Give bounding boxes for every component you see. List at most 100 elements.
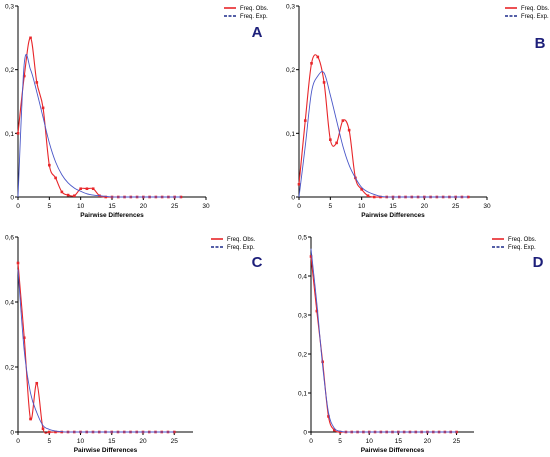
y-tick-label: 0,1 bbox=[286, 131, 295, 138]
observed-point bbox=[41, 106, 45, 110]
y-tick-label: 0,3 bbox=[298, 313, 307, 320]
y-tick-label: 0,2 bbox=[286, 67, 295, 74]
panel-letter: D bbox=[533, 254, 544, 271]
observed-point bbox=[332, 428, 336, 432]
y-tick-label: 0,2 bbox=[5, 67, 14, 74]
observed-point bbox=[54, 430, 57, 434]
observed-point bbox=[303, 119, 307, 122]
y-tick-label: 0 bbox=[10, 430, 14, 437]
observed-point bbox=[35, 381, 39, 385]
legend-label-expected: Freq. Exp. bbox=[521, 14, 549, 20]
observed-point bbox=[22, 336, 26, 340]
observed-point bbox=[316, 55, 320, 59]
observed-point bbox=[54, 176, 57, 180]
x-axis-label: Pairwise Differences bbox=[80, 212, 144, 219]
x-tick-label: 10 bbox=[77, 438, 85, 445]
observed-point bbox=[360, 188, 363, 191]
legend-label-expected: Freq. Exp. bbox=[508, 245, 536, 251]
x-tick-label: 30 bbox=[202, 203, 210, 210]
observed-series-line bbox=[17, 262, 175, 434]
x-tick-label: 5 bbox=[329, 203, 333, 210]
x-axis-label: Pairwise Differences bbox=[361, 447, 425, 454]
expected-series-line bbox=[310, 248, 457, 433]
x-tick-label: 20 bbox=[139, 438, 147, 445]
observed-point bbox=[347, 128, 351, 132]
observed-point bbox=[341, 119, 345, 122]
y-tick-label: 0 bbox=[303, 430, 307, 437]
observed-point bbox=[104, 195, 108, 199]
expected-series-line bbox=[17, 54, 181, 198]
observed-point bbox=[315, 309, 319, 313]
observed-point bbox=[322, 81, 326, 84]
observed-point bbox=[41, 427, 45, 431]
y-tick-label: 0,2 bbox=[5, 365, 14, 372]
x-tick-label: 20 bbox=[424, 438, 432, 445]
legend-label-expected: Freq. Exp. bbox=[227, 245, 255, 251]
y-tick-label: 0,1 bbox=[298, 391, 307, 398]
x-tick-label: 25 bbox=[453, 438, 461, 445]
x-tick-label: 15 bbox=[108, 438, 116, 445]
x-tick-label: 5 bbox=[48, 203, 52, 210]
observed-point bbox=[85, 187, 89, 191]
panel-letter: C bbox=[252, 254, 263, 271]
panel-letter: B bbox=[535, 35, 546, 52]
legend-label-observed: Freq. Obs. bbox=[227, 237, 256, 243]
y-tick-label: 0,2 bbox=[298, 352, 307, 359]
chart-panel-c: 0 5 10 15 20 25 0 0,2 0,4 0,6 Pairwise Differences… bbox=[5, 235, 263, 455]
x-tick-label: 5 bbox=[338, 438, 342, 445]
y-tick-label: 0,3 bbox=[5, 4, 14, 11]
x-tick-label: 20 bbox=[140, 203, 148, 210]
x-tick-label: 15 bbox=[389, 203, 397, 210]
observed-point bbox=[335, 141, 338, 145]
observed-point bbox=[16, 261, 20, 265]
observed-point bbox=[73, 194, 76, 198]
x-tick-label: 5 bbox=[47, 438, 51, 445]
x-tick-label: 15 bbox=[108, 203, 116, 210]
x-tick-label: 0 bbox=[16, 203, 20, 210]
observed-point bbox=[60, 190, 64, 194]
observed-point bbox=[91, 187, 95, 191]
x-tick-label: 30 bbox=[483, 203, 491, 210]
observed-series-line bbox=[17, 37, 181, 198]
y-tick-label: 0,3 bbox=[286, 4, 295, 11]
observed-point bbox=[47, 430, 51, 434]
x-tick-label: 15 bbox=[395, 438, 403, 445]
y-tick-label: 0,5 bbox=[298, 235, 307, 242]
y-tick-label: 0,4 bbox=[298, 274, 307, 281]
y-tick-label: 0,6 bbox=[5, 235, 14, 242]
observed-point bbox=[366, 194, 370, 198]
x-tick-label: 0 bbox=[309, 438, 313, 445]
x-tick-label: 0 bbox=[16, 438, 20, 445]
observed-point bbox=[372, 195, 376, 199]
x-tick-label: 25 bbox=[171, 438, 179, 445]
observed-point bbox=[16, 132, 20, 135]
legend-label-observed: Freq. Obs. bbox=[508, 237, 537, 243]
observed-point bbox=[297, 182, 301, 186]
chart-panel-a: 0 5 10 15 20 25 30 0 0,1 0,2 0,3 Pairwise Differenc… bbox=[5, 4, 269, 220]
observed-point bbox=[66, 193, 70, 197]
x-tick-label: 20 bbox=[421, 203, 429, 210]
observed-point bbox=[22, 74, 26, 78]
x-tick-label: 10 bbox=[366, 438, 374, 445]
observed-point bbox=[327, 415, 330, 418]
x-axis-label: Pairwise Differences bbox=[361, 212, 425, 219]
chart-panel-d: 0 5 10 15 20 25 0 0,1 0,2 0,3 0,4 0,5 Pairwise Diffe… bbox=[298, 235, 544, 455]
y-tick-label: 0 bbox=[291, 195, 295, 202]
observed-point bbox=[309, 255, 313, 258]
observed-series-line bbox=[310, 256, 457, 433]
observed-point bbox=[79, 187, 82, 191]
observed-point bbox=[179, 195, 183, 199]
observed-point bbox=[379, 195, 382, 199]
legend-label-observed: Freq. Obs. bbox=[240, 6, 269, 12]
x-tick-label: 10 bbox=[358, 203, 366, 210]
expected-series-line bbox=[298, 71, 469, 198]
observed-point bbox=[35, 81, 39, 84]
observed-point bbox=[329, 138, 332, 141]
x-tick-label: 25 bbox=[452, 203, 460, 210]
x-tick-label: 25 bbox=[171, 203, 179, 210]
expected-series-line bbox=[17, 269, 175, 433]
y-tick-label: 0,1 bbox=[5, 131, 14, 138]
x-axis-label: Pairwise Differences bbox=[74, 447, 138, 454]
y-tick-label: 0,4 bbox=[5, 300, 14, 307]
